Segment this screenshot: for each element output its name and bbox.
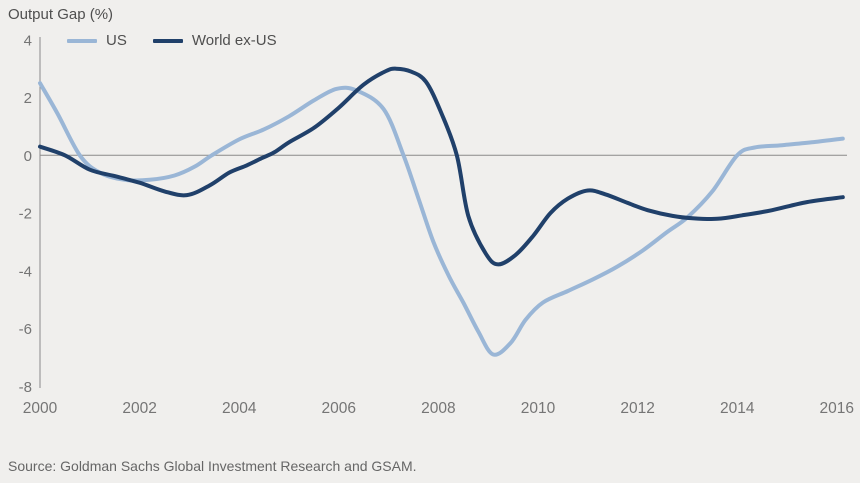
us-line-swatch <box>67 39 97 43</box>
x-tick-label: 2010 <box>521 400 556 417</box>
x-tick-label: 2016 <box>820 400 854 417</box>
x-tick-label: 2004 <box>222 400 257 417</box>
y-tick-label: 4 <box>24 32 32 49</box>
legend-item-world-ex-us: World ex-US <box>152 32 277 50</box>
y-tick-label: 2 <box>24 90 32 107</box>
x-tick-label: 2012 <box>620 400 654 417</box>
x-tick-label: 2006 <box>322 400 356 417</box>
world-ex-us-line-swatch <box>152 39 183 43</box>
y-tick-label: -6 <box>19 321 32 338</box>
output-gap-plot: 4 2 0 -2 -4 -6 -8 2000 2002 2004 2006 2008 2010 2012 2… <box>19 32 854 417</box>
y-tick-label: 0 <box>24 148 32 165</box>
legend-label-us: US <box>106 32 127 49</box>
y-tick-label: -8 <box>19 379 32 396</box>
x-tick-label: 2008 <box>421 400 455 417</box>
legend: US World ex-US <box>67 32 303 50</box>
series-line-world-ex-us <box>38 66 845 267</box>
y-tick-label: -4 <box>19 263 32 280</box>
chart-title: Output Gap (%) <box>8 6 114 23</box>
x-tick-label: 2000 <box>23 400 58 417</box>
legend-item-us: US <box>67 32 127 50</box>
x-tick-label: 2002 <box>122 400 156 417</box>
legend-label-world-ex-us: World ex-US <box>191 32 277 49</box>
x-tick-label: 2014 <box>720 400 755 417</box>
y-tick-label: -2 <box>19 206 32 223</box>
source-attribution: Source: Goldman Sachs Global Investment … <box>8 458 417 474</box>
